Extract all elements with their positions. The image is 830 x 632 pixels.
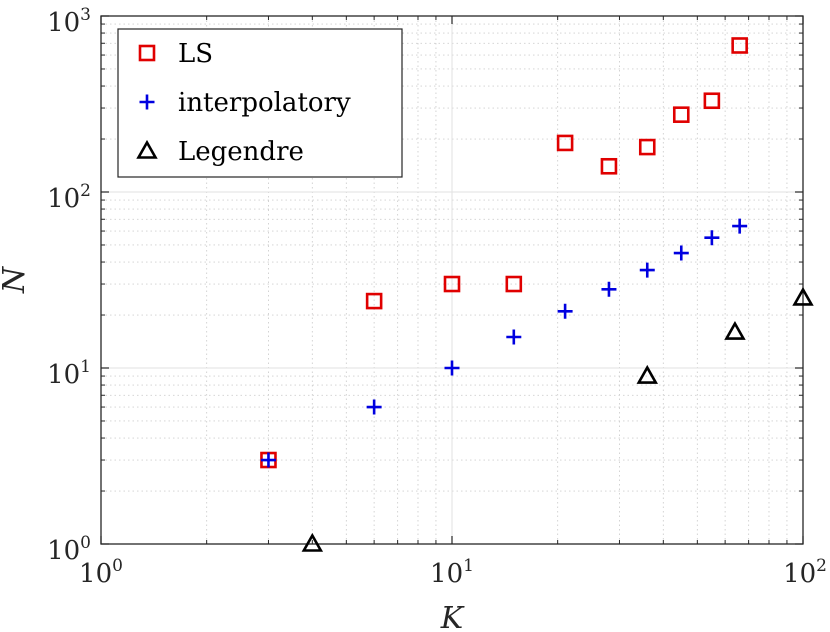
y-tick-label: 102 bbox=[47, 181, 91, 214]
legend-label: Legendre bbox=[178, 137, 304, 167]
data-point-legendre bbox=[792, 286, 814, 306]
data-point-legendre bbox=[301, 532, 324, 552]
data-point-ls bbox=[731, 37, 748, 54]
x-tick-label: 102 bbox=[783, 556, 827, 589]
data-point-ls bbox=[703, 92, 721, 110]
legend-box bbox=[117, 28, 403, 178]
data-point-interpolatory bbox=[506, 329, 522, 345]
data-point-ls bbox=[672, 106, 690, 123]
data-point-interpolatory bbox=[732, 218, 748, 234]
data-point-interpolatory bbox=[673, 245, 689, 261]
data-marks bbox=[260, 37, 814, 552]
data-point-ls bbox=[638, 138, 656, 156]
x-tick-label: 101 bbox=[430, 556, 474, 589]
data-point-legendre bbox=[724, 320, 746, 340]
data-point-legendre bbox=[636, 364, 658, 384]
data-point-interpolatory bbox=[260, 452, 276, 468]
x-axis-label: K bbox=[440, 601, 465, 632]
data-point-ls bbox=[505, 275, 523, 293]
y-tick-label: 101 bbox=[47, 357, 91, 390]
y-axis-label: N bbox=[0, 265, 32, 294]
data-point-interpolatory bbox=[704, 230, 720, 246]
axis-ticks: 100 101 102 100 101 102 103 bbox=[47, 5, 827, 589]
data-point-interpolatory bbox=[366, 399, 382, 415]
legend-marker-square bbox=[138, 44, 156, 62]
y-tick-label: 103 bbox=[47, 5, 91, 38]
data-point-ls bbox=[556, 134, 574, 152]
x-tick-label: 100 bbox=[79, 556, 123, 589]
legend: LS interpolatory Legendre bbox=[117, 28, 403, 178]
data-point-interpolatory bbox=[639, 262, 655, 278]
data-point-ls bbox=[443, 275, 461, 293]
data-point-ls bbox=[600, 157, 618, 175]
legend-marker-triangle bbox=[136, 139, 158, 159]
data-point-interpolatory bbox=[557, 303, 573, 319]
data-point-interpolatory bbox=[444, 360, 460, 376]
legend-marker-plus bbox=[139, 94, 155, 110]
legend-label: interpolatory bbox=[178, 88, 351, 118]
y-tick-label: 100 bbox=[47, 533, 91, 566]
legend-label: LS bbox=[178, 39, 213, 69]
data-point-ls bbox=[365, 292, 383, 310]
data-point-interpolatory bbox=[601, 281, 617, 297]
